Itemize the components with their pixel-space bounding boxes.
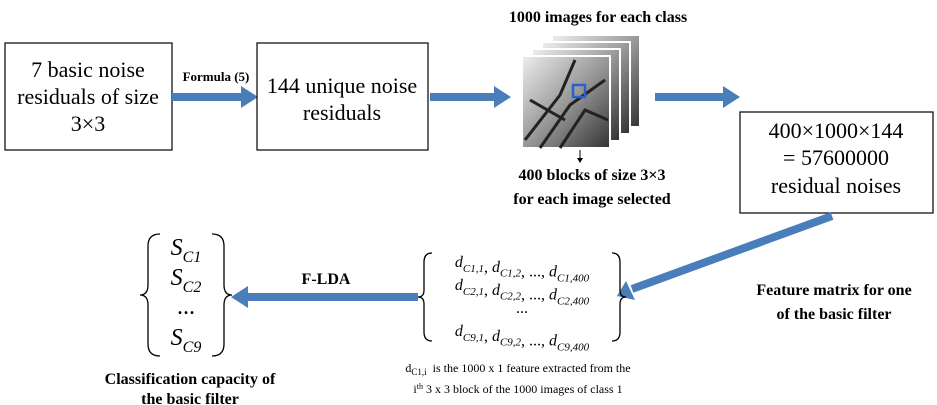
ellipsis: ...: [529, 287, 541, 304]
box-text: 400×1000×144: [769, 118, 904, 143]
brace: [418, 253, 432, 341]
subscript: C9: [183, 339, 202, 356]
box-text: residual noises: [771, 173, 901, 198]
note: dC1,i is the 1000 x 1 feature extracted …: [405, 361, 630, 377]
brace: [212, 234, 232, 356]
ellipsis: ...: [529, 333, 541, 350]
separator: ,: [521, 264, 529, 281]
symbol: S: [171, 325, 183, 351]
output-caption: Classification capacity of: [105, 371, 276, 388]
subscript: C9,2: [500, 337, 522, 349]
matrix-caption: Feature matrix for one: [756, 282, 911, 299]
pointer-head: [577, 158, 583, 163]
images-caption: for each image selected: [513, 191, 671, 208]
subscript: C1: [183, 249, 202, 266]
subscript: C2,1: [463, 286, 484, 298]
separator: ,: [484, 328, 492, 345]
matrix-row: ...: [516, 300, 528, 317]
diagram: 7 basic noise residuals of size 3×3 Form…: [0, 0, 937, 405]
box-text: residuals: [303, 100, 381, 125]
arrow-head: [723, 86, 740, 108]
subscript: C9,1: [463, 332, 484, 344]
box-text: 7 basic noise: [31, 57, 145, 82]
page: 7 basic noise residuals of size 3×3 Form…: [0, 0, 937, 405]
subscript: C2,400: [557, 295, 590, 307]
subscript: C9,400: [557, 341, 590, 353]
ellipsis: ...: [177, 294, 195, 320]
vector-item: ...: [177, 294, 195, 320]
vector-item: SC2: [171, 265, 202, 296]
box-text: residuals of size: [17, 84, 159, 109]
symbol: S: [171, 235, 183, 261]
brace: [612, 253, 626, 341]
separator: ,: [541, 287, 549, 304]
arrow-head: [241, 86, 258, 108]
separator: ,: [484, 282, 492, 299]
separator: ,: [541, 333, 549, 350]
arrow-label: F-LDA: [302, 271, 351, 288]
matrix-caption: of the basic filter: [776, 306, 891, 323]
ellipsis: ...: [516, 300, 528, 317]
box-text: 144 unique noise: [267, 73, 417, 98]
arrow-head: [494, 86, 511, 108]
box-text: = 57600000: [783, 145, 889, 170]
ellipsis: ...: [529, 264, 541, 281]
arrow: [632, 216, 832, 289]
arrow-label: Formula (5): [183, 69, 250, 84]
note: ith 3 x 3 block of the 1000 images of cl…: [413, 382, 622, 396]
subscript: C1,2: [500, 268, 522, 280]
arrow-head: [231, 286, 248, 308]
box-text: 3×3: [71, 111, 105, 136]
image-stack: [522, 35, 640, 148]
separator: ,: [541, 264, 549, 281]
brace: [140, 234, 160, 356]
subscript: C1,1: [463, 263, 484, 275]
matrix-row: dC1,1, dC1,2, ..., dC1,400: [455, 254, 590, 284]
vector-item: SC9: [171, 325, 202, 356]
symbol: S: [171, 265, 183, 291]
vector-item: SC1: [171, 235, 202, 266]
subscript: C1,400: [557, 272, 590, 284]
images-title: 1000 images for each class: [509, 9, 687, 26]
output-caption: the basic filter: [141, 391, 239, 405]
matrix-row: dC9,1, dC9,2, ..., dC9,400: [455, 323, 590, 353]
separator: ,: [521, 333, 529, 350]
images-caption: 400 blocks of size 3×3: [519, 167, 666, 184]
separator: ,: [484, 259, 492, 276]
